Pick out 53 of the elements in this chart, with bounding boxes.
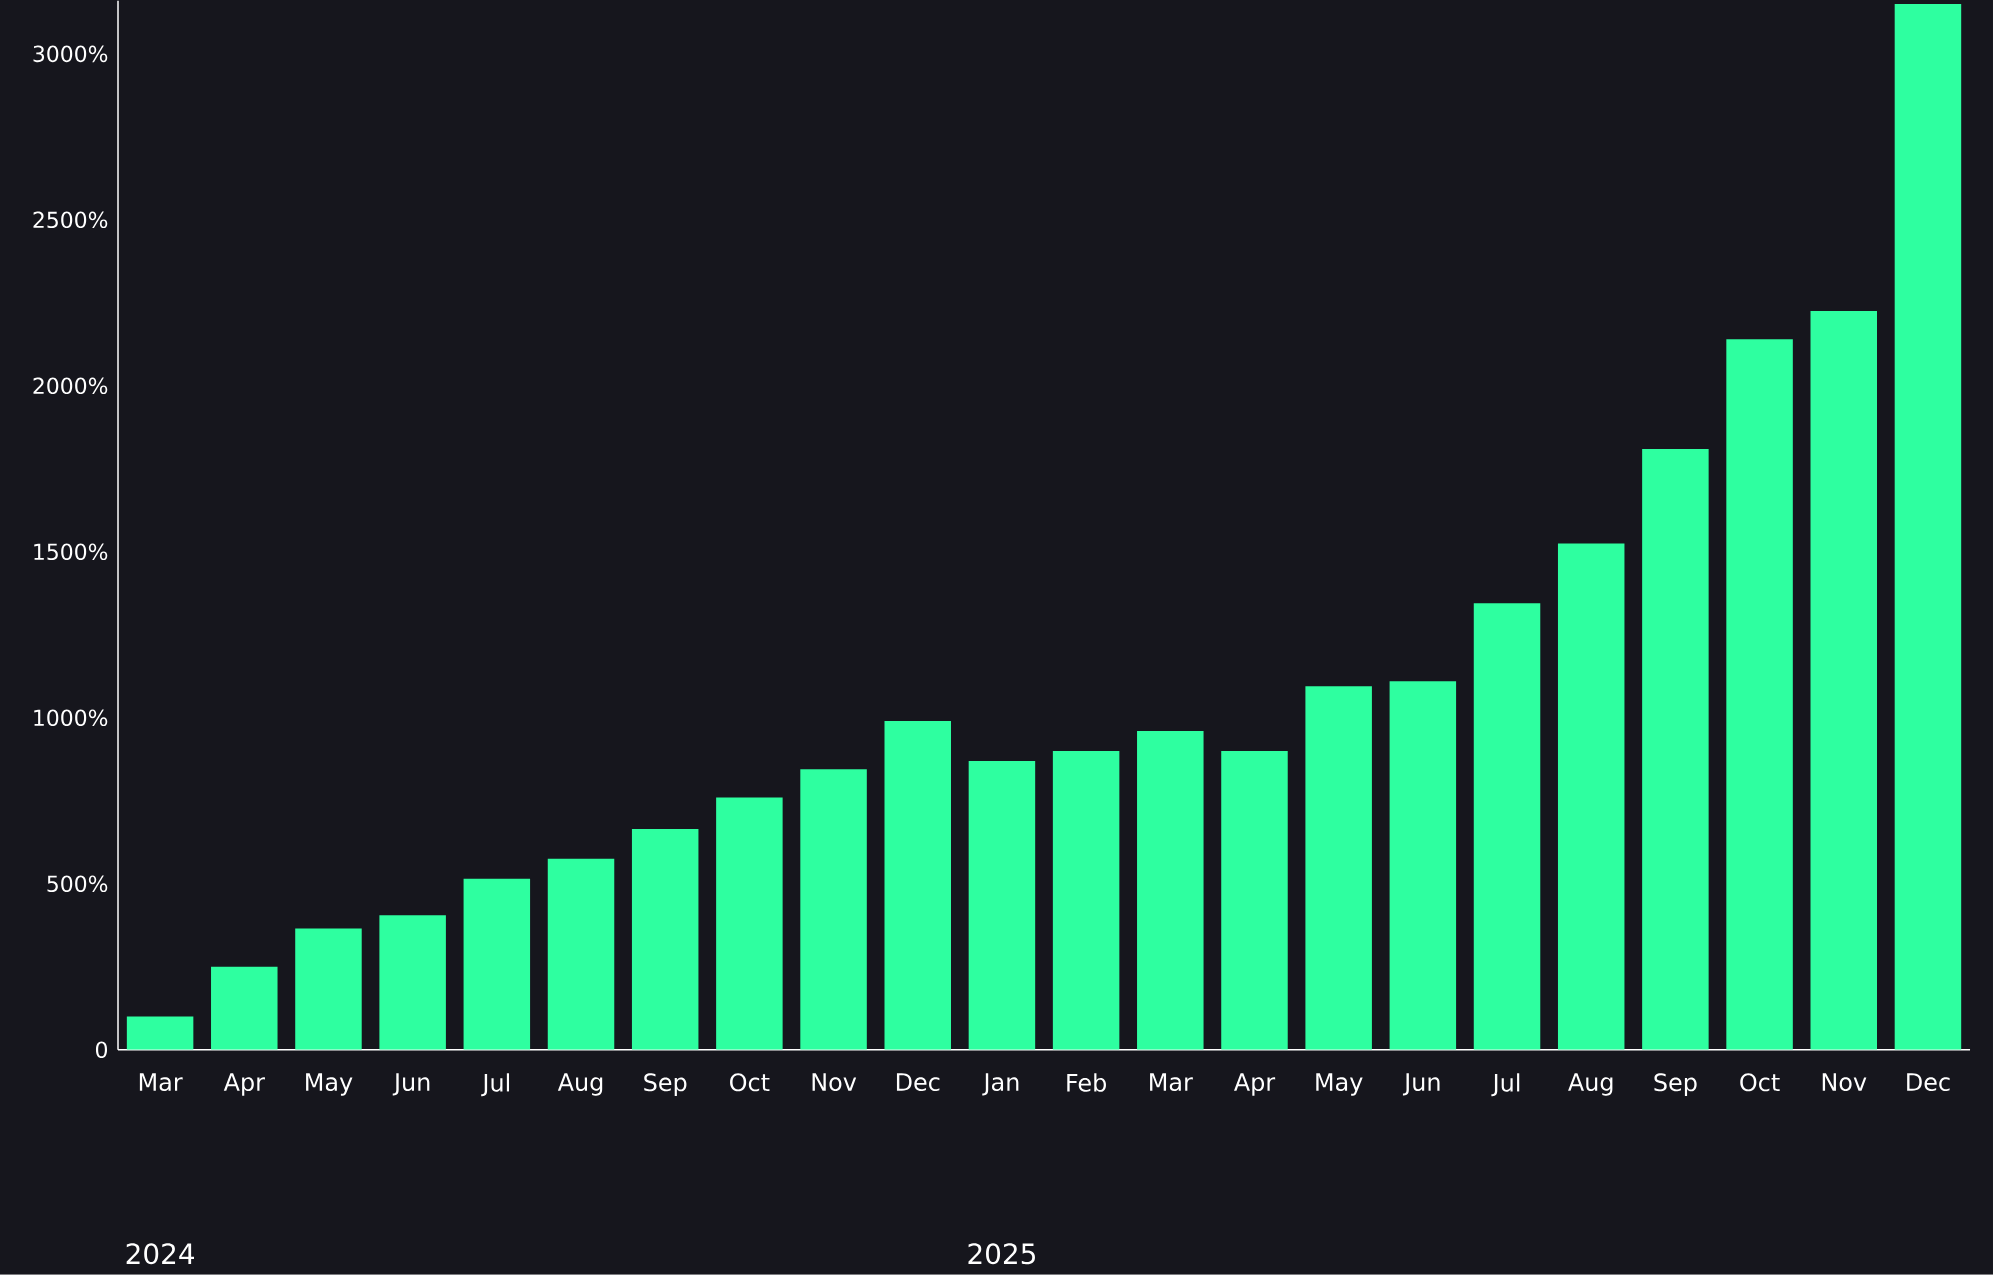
x-tick-label: Nov xyxy=(812,1073,857,1092)
bar xyxy=(379,915,446,1050)
x-tick-label: Apr xyxy=(223,1073,265,1096)
x-tick-label: Jul xyxy=(1491,1073,1520,1097)
x-tick-label: Aug xyxy=(557,1073,603,1096)
bar xyxy=(716,797,783,1050)
bar xyxy=(1221,751,1288,1050)
x-tick-label: Nov xyxy=(1822,1073,1867,1092)
x-tick-label: Dec xyxy=(1907,1073,1950,1092)
x-tick-label: Oct xyxy=(730,1073,770,1092)
bar xyxy=(211,966,278,1050)
y-tick-label: 3000% xyxy=(33,45,108,63)
bar xyxy=(1557,543,1625,1050)
x-tick-label: Jul xyxy=(481,1073,510,1097)
bar xyxy=(463,878,531,1050)
text: 2024 xyxy=(126,1243,195,1265)
x-tick-label: Mar xyxy=(1150,1073,1193,1092)
x-tick-label: Aug xyxy=(1568,1073,1613,1096)
bar xyxy=(968,761,1036,1050)
x-tick-label: Mar xyxy=(139,1073,183,1092)
bar xyxy=(1726,339,1793,1050)
bar xyxy=(1305,686,1372,1050)
bar xyxy=(1389,681,1457,1050)
x-tick-label: Jun xyxy=(392,1073,430,1096)
y-tick-label: 2500% xyxy=(33,211,108,229)
y-tick-label: 1000% xyxy=(34,709,108,727)
bar xyxy=(1642,449,1709,1050)
bar xyxy=(1473,603,1541,1050)
x-tick-label: May xyxy=(1316,1073,1363,1096)
bar xyxy=(126,1016,194,1050)
bar xyxy=(295,928,362,1050)
x-tick-label: Jun xyxy=(1402,1073,1440,1096)
x-tick-label: Oct xyxy=(1740,1073,1780,1092)
bar xyxy=(1810,311,1878,1050)
x-tick-label: May xyxy=(306,1073,353,1096)
y-tick-label: 0 xyxy=(95,1041,108,1059)
bar xyxy=(1137,731,1204,1050)
bar xyxy=(547,858,615,1050)
y-tick-label: 2000% xyxy=(33,377,108,395)
x-tick-label: Dec xyxy=(896,1073,940,1092)
x-tick-label: Jan xyxy=(982,1073,1019,1096)
bar xyxy=(800,769,867,1050)
bar xyxy=(1894,4,1962,1050)
y-tick-label: 500% xyxy=(47,875,108,893)
x-tick-label: Apr xyxy=(1233,1073,1276,1096)
x-tick-label: Sep xyxy=(1654,1073,1697,1097)
bar xyxy=(1052,751,1120,1050)
bar xyxy=(631,829,699,1050)
x-tick-label: Sep xyxy=(644,1073,687,1097)
text: 2025 xyxy=(968,1243,1035,1265)
y-tick-label: 1500% xyxy=(34,543,108,561)
x-tick-label: Feb xyxy=(1067,1073,1106,1092)
bar xyxy=(884,721,951,1050)
